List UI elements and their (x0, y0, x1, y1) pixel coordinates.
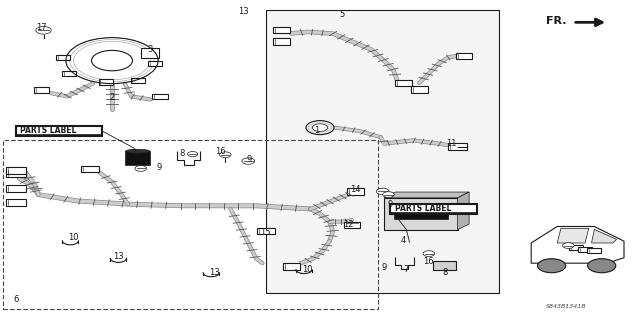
FancyBboxPatch shape (390, 204, 477, 214)
Text: 8: 8 (180, 149, 185, 158)
Text: 13: 13 (238, 7, 248, 16)
Circle shape (563, 243, 574, 249)
Polygon shape (384, 192, 469, 198)
Text: 5: 5 (340, 10, 345, 19)
Text: 16: 16 (424, 257, 434, 266)
Bar (588, 248, 602, 253)
Text: 14: 14 (350, 185, 360, 194)
Bar (283, 263, 300, 270)
Text: 15: 15 (260, 228, 271, 237)
Text: 7: 7 (132, 149, 137, 158)
Circle shape (188, 152, 198, 157)
Circle shape (423, 251, 435, 256)
Circle shape (306, 121, 334, 135)
Bar (273, 38, 290, 45)
Text: 12: 12 (344, 220, 354, 229)
Text: 8: 8 (442, 268, 447, 277)
Bar (148, 61, 162, 66)
Bar (273, 27, 290, 33)
Ellipse shape (125, 149, 150, 153)
Bar (448, 143, 467, 150)
Bar (395, 80, 412, 86)
Bar (81, 166, 99, 172)
Circle shape (135, 166, 147, 171)
Bar (34, 87, 49, 93)
Circle shape (36, 26, 51, 34)
Text: PARTS LABEL: PARTS LABEL (395, 204, 451, 213)
Text: 13: 13 (209, 268, 220, 277)
Bar (56, 55, 70, 60)
Polygon shape (591, 229, 616, 243)
Bar (456, 53, 472, 59)
Polygon shape (266, 10, 499, 293)
Text: 6: 6 (13, 295, 19, 304)
Text: 17: 17 (36, 23, 47, 32)
Circle shape (538, 259, 566, 273)
Bar (6, 199, 26, 206)
Bar (394, 204, 448, 219)
Circle shape (312, 124, 328, 131)
Bar (6, 167, 26, 174)
Text: 2: 2 (109, 93, 115, 102)
Circle shape (92, 50, 132, 71)
Bar (3, 140, 378, 309)
Bar (578, 247, 592, 252)
Bar (131, 78, 145, 83)
Polygon shape (557, 228, 589, 243)
FancyBboxPatch shape (16, 126, 102, 136)
Bar (125, 151, 150, 165)
Bar (344, 222, 360, 228)
Bar (411, 86, 428, 93)
Bar (569, 245, 583, 250)
Bar (433, 261, 456, 270)
Text: 9: 9 (388, 200, 393, 209)
Bar (347, 188, 364, 195)
Bar (384, 198, 458, 230)
Text: 7: 7 (404, 265, 409, 274)
Text: 9: 9 (247, 155, 252, 164)
Text: 9: 9 (156, 163, 161, 172)
Text: 16: 16 (216, 147, 226, 156)
Bar (152, 94, 168, 99)
Text: 3: 3 (148, 45, 153, 54)
Bar (62, 71, 76, 76)
Bar (141, 48, 159, 58)
Text: 11: 11 (446, 139, 456, 148)
Circle shape (383, 192, 394, 197)
Text: 4: 4 (401, 236, 406, 245)
Polygon shape (458, 192, 469, 230)
Text: 1: 1 (314, 126, 319, 135)
Bar (99, 79, 113, 85)
Text: FR.: FR. (546, 16, 566, 26)
Circle shape (242, 158, 255, 164)
Text: 13: 13 (113, 252, 124, 261)
Bar (6, 170, 26, 177)
Circle shape (376, 188, 389, 195)
Circle shape (588, 259, 616, 273)
Text: 10: 10 (302, 265, 312, 274)
Bar (6, 185, 26, 192)
Text: 9: 9 (381, 263, 387, 272)
Bar (257, 228, 275, 234)
Text: 10: 10 (68, 233, 79, 242)
Circle shape (220, 152, 231, 158)
Text: S843B1341B: S843B1341B (546, 304, 587, 309)
Text: PARTS LABEL: PARTS LABEL (20, 126, 77, 135)
Polygon shape (531, 226, 624, 263)
